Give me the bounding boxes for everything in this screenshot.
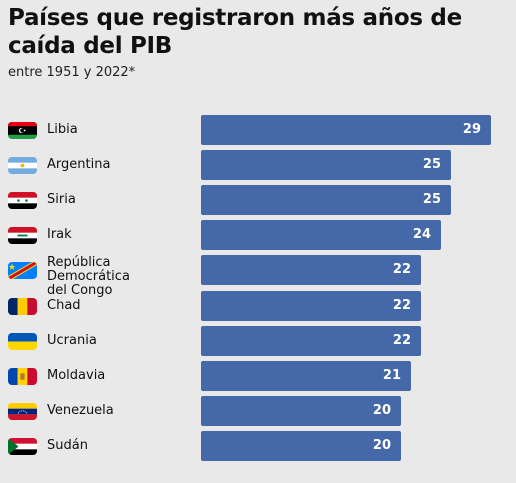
category-label-line: del Congo	[47, 283, 113, 299]
category-label: Moldavia	[47, 367, 197, 383]
chart-row: República Democrática del Congo 22	[0, 255, 516, 298]
bar: 20	[201, 395, 401, 426]
category-label-line: Moldavia	[47, 367, 106, 383]
bar: 21	[201, 360, 411, 391]
bar-value-label: 25	[422, 157, 441, 173]
iraq-flag-icon	[8, 227, 37, 245]
category-label: Venezuela	[47, 402, 197, 418]
category-label: Libia	[47, 123, 197, 137]
category-label-line: República Democrática	[47, 255, 130, 285]
chart-row: Chad 22	[0, 290, 516, 321]
sudan-flag-icon	[8, 437, 37, 455]
category-label-line: Libia	[47, 122, 78, 137]
chart-row: Sudán 20	[0, 430, 516, 461]
chart-row: Irak 24	[0, 220, 516, 251]
bar: 22	[201, 325, 421, 356]
bar: 22	[201, 290, 421, 321]
category-label-line: Sudán	[47, 437, 88, 453]
bar-value-label: 21	[382, 367, 401, 383]
dr-congo-flag-icon	[8, 262, 37, 280]
chart-row: Siria 25	[0, 185, 516, 216]
chart-row: Venezuela 20	[0, 395, 516, 426]
category-label-line: Siria	[47, 192, 76, 208]
chart-row: Libia 29	[0, 115, 516, 145]
category-label: República Democrática del Congo	[47, 256, 197, 298]
category-label-line: Chad	[47, 297, 81, 313]
libya-flag-icon	[8, 122, 37, 139]
category-label: Ucrania	[47, 332, 197, 348]
chart-row: Argentina 25	[0, 150, 516, 181]
category-label: Siria	[47, 193, 197, 207]
bar-value-label: 20	[372, 437, 391, 453]
category-label-line: Irak	[47, 227, 72, 243]
bar: 24	[201, 220, 441, 251]
argentina-flag-icon	[8, 157, 37, 175]
bar-value-label: 22	[392, 297, 411, 313]
bar: 29	[201, 115, 491, 145]
bar-value-label: 20	[372, 402, 391, 418]
moldova-flag-icon	[8, 367, 37, 385]
bar: 20	[201, 430, 401, 461]
syria-flag-icon	[8, 192, 37, 210]
page-subtitle: entre 1951 y 2022*	[8, 65, 136, 80]
bar-value-label: 25	[422, 192, 441, 208]
bar-value-label: 24	[412, 227, 431, 243]
category-label-line: Venezuela	[47, 402, 114, 418]
category-label-line: Ucrania	[47, 332, 97, 348]
chad-flag-icon	[8, 297, 37, 315]
category-label-line: Argentina	[47, 157, 111, 173]
category-label: Irak	[47, 228, 197, 242]
bar: 22	[201, 255, 421, 286]
venezuela-flag-icon	[8, 402, 37, 420]
ukraine-flag-icon	[8, 332, 37, 350]
chart-row: Moldavia 21	[0, 360, 516, 391]
category-label: Chad	[47, 297, 197, 313]
bar-value-label: 29	[462, 122, 481, 137]
bar: 25	[201, 185, 451, 216]
bar-value-label: 22	[392, 332, 411, 348]
bar: 25	[201, 150, 451, 181]
page-title: Países que registraron más años de caída…	[8, 5, 462, 59]
category-label: Sudán	[47, 437, 197, 453]
bar-value-label: 22	[392, 262, 411, 278]
chart-row: Ucrania 22	[0, 325, 516, 356]
category-label: Argentina	[47, 158, 197, 172]
